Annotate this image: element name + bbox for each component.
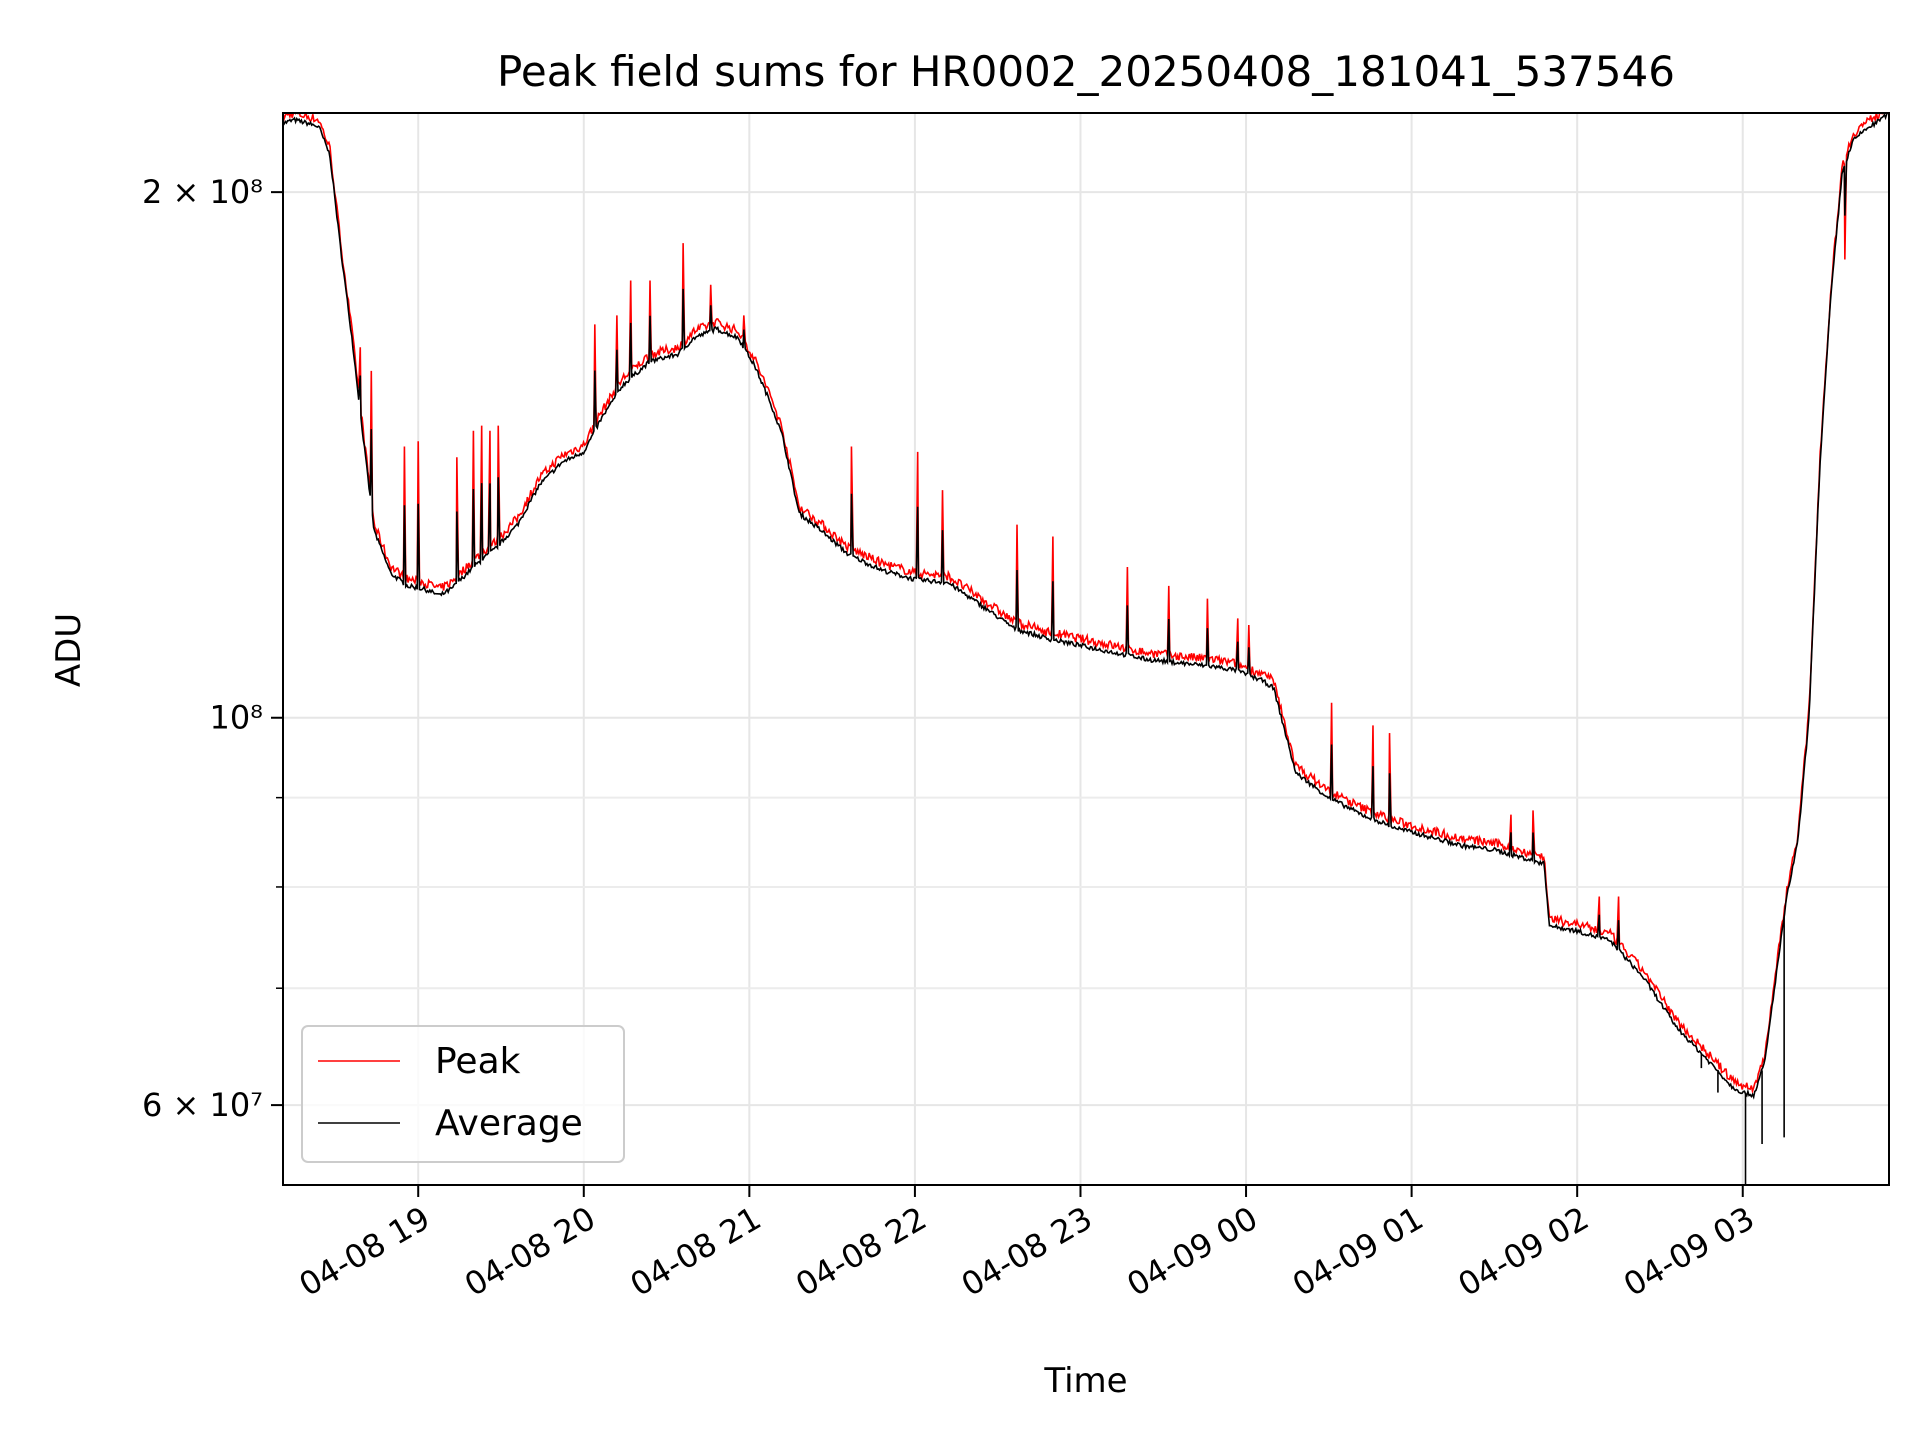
plot-frame <box>282 112 1890 1186</box>
series-line-average <box>283 113 1889 1100</box>
legend-label-average: Average <box>435 1103 583 1144</box>
x-axis-title: Time <box>1043 1361 1127 1401</box>
y-tick-label-2: 6 × 10⁷ <box>142 1086 263 1124</box>
legend-label-peak: Peak <box>435 1041 521 1082</box>
legend-box <box>301 1025 625 1163</box>
y-tick-label-0: 2 × 10⁸ <box>142 173 263 211</box>
series-layer <box>283 113 1889 1185</box>
chart-title: Peak field sums for HR0002_20250408_1810… <box>497 47 1675 96</box>
series-line-peak <box>283 113 1888 1095</box>
y-axis-ticks: 2 × 10⁸ 10⁸ 6 × 10⁷ <box>142 173 283 1124</box>
legend: Peak Average <box>301 1025 625 1163</box>
y-axis-title: ADU <box>49 613 89 687</box>
y-tick-label-1: 10⁸ <box>209 699 263 737</box>
